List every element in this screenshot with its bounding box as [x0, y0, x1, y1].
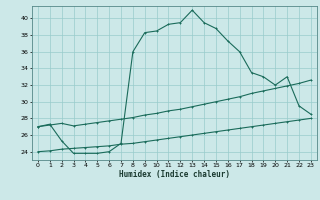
- X-axis label: Humidex (Indice chaleur): Humidex (Indice chaleur): [119, 170, 230, 179]
